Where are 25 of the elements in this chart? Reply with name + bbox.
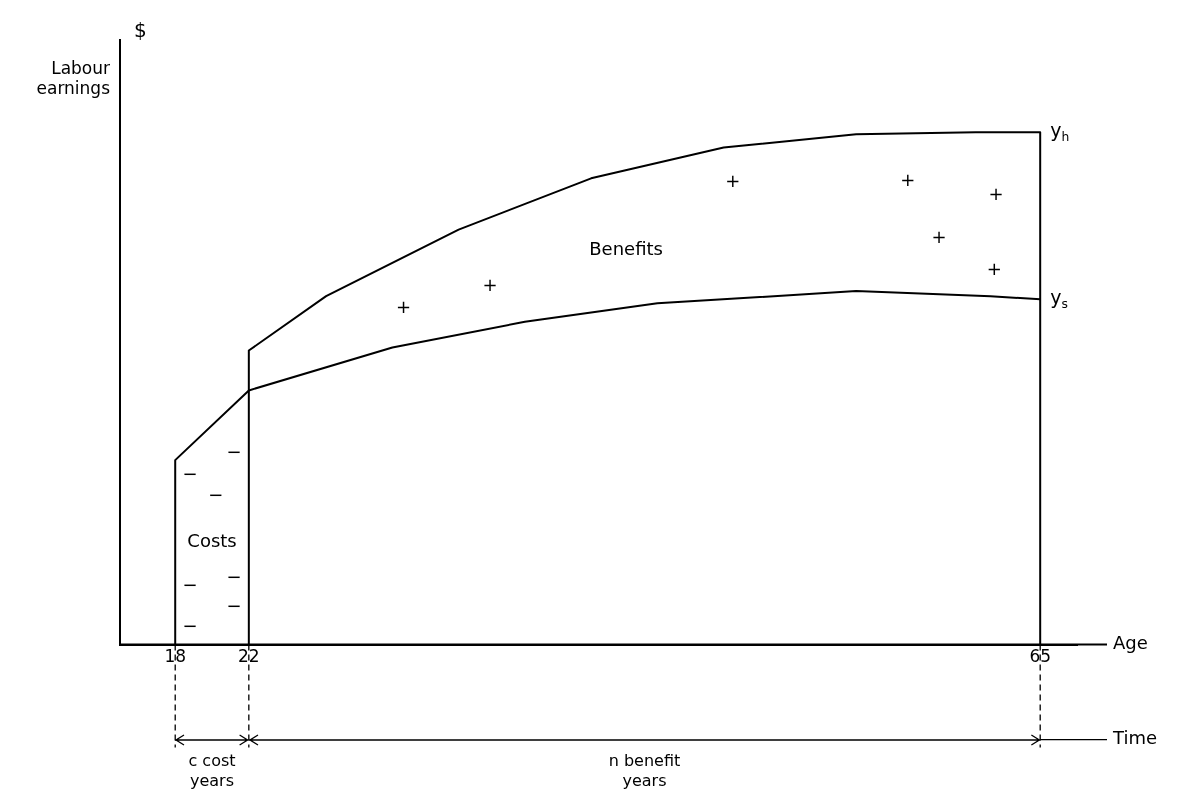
annotation: Benefits xyxy=(589,237,663,259)
text: c cost years xyxy=(188,750,236,790)
annotation: − xyxy=(182,614,198,636)
x-tick-label: 65 xyxy=(1029,646,1052,667)
annotation: + xyxy=(900,169,916,191)
annotation: − xyxy=(182,463,198,485)
y-axis-title: Labour earnings xyxy=(36,58,111,99)
text: Time xyxy=(1112,727,1158,749)
annotation: + xyxy=(986,258,1002,280)
annotation: − xyxy=(226,440,242,462)
x-tick-label: 18 xyxy=(164,646,187,667)
annotation: − xyxy=(226,595,242,617)
annotation: + xyxy=(482,273,498,295)
text: $ xyxy=(134,18,147,43)
annotation: + xyxy=(725,170,741,192)
annotation: + xyxy=(395,296,411,318)
annotation: Costs xyxy=(187,529,237,551)
annotation: − xyxy=(182,573,198,595)
annotation: − xyxy=(208,483,224,505)
annotation: + xyxy=(931,226,947,248)
annotation: + xyxy=(988,183,1004,205)
x-tick-label: 22 xyxy=(238,646,260,667)
annotation: − xyxy=(226,565,242,587)
x-axis-title: Age xyxy=(1113,632,1148,654)
text: n benefit years xyxy=(608,750,681,790)
